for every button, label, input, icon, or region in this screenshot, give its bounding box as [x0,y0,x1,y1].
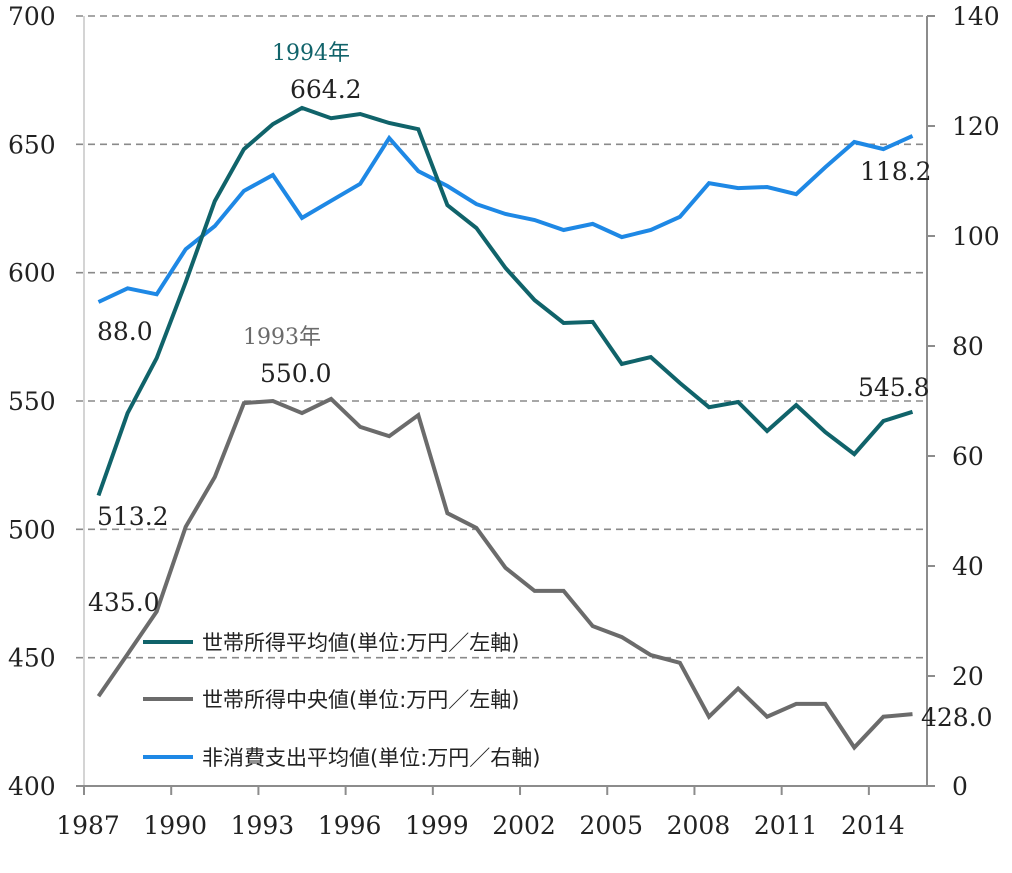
left-tick-label: 650 [8,130,56,159]
legend-label: 世帯所得平均値(単位:万円／左軸) [202,631,519,655]
x-tick-label: 2008 [667,811,731,840]
left-tick-label: 700 [8,2,56,31]
x-tick-label: 1987 [56,811,120,840]
x-tick-label: 1999 [405,811,469,840]
series-line-2 [97,134,914,304]
legend-label: 世帯所得中央値(単位:万円／左軸) [202,688,519,712]
x-axis-tick-labels: 1987 1990 1993 1996 1999 2002 2005 2008 2011 2014 [56,811,904,840]
annotation-label: 88.0 [97,317,153,346]
gridlines [76,15,927,659]
series-lines [96,105,914,751]
annotation-label: 664.2 [290,75,362,104]
x-tick-label: 2005 [579,811,643,840]
right-tick-label: 140 [952,2,1000,31]
right-tick-label: 120 [952,112,1000,141]
left-tick-label: 600 [8,259,56,288]
left-tick-label: 550 [8,387,56,416]
right-tick-label: 0 [952,772,968,801]
right-tick-label: 60 [952,442,984,471]
right-tick-label: 20 [952,662,984,691]
annotation-label: 1994年 [272,41,350,66]
left-tick-label: 400 [8,772,56,801]
annotation-label: 435.0 [88,588,160,617]
left-tick-label: 500 [8,515,56,544]
right-axis-tick-labels: 0 20 40 60 80 100 120 140 [952,2,1000,801]
x-tick-label: 1993 [231,811,295,840]
right-tick-label: 80 [952,332,984,361]
series-line-0 [96,105,914,497]
annotation-label: 428.0 [921,703,993,732]
legend-label: 非消費支出平均値(単位:万円／右軸) [202,746,540,770]
x-tick-label: 2014 [841,811,905,840]
right-tick-label: 40 [952,552,984,581]
x-tick-label: 1996 [318,811,382,840]
annotation-label: 545.8 [858,373,930,402]
data-annotations: 1994年 664.2 513.2 545.8 1993年 550.0 435.0 428.0… [88,41,993,732]
annotation-label: 1993年 [243,325,321,350]
annotation-label: 550.0 [260,359,332,388]
x-tick-label: 2011 [754,811,818,840]
annotation-label: 118.2 [860,157,932,186]
x-tick-label: 1990 [143,811,207,840]
axes [76,15,935,795]
x-tick-label: 2002 [492,811,556,840]
left-tick-label: 450 [8,644,56,673]
left-axis-tick-labels: 400 450 500 550 600 650 700 [8,2,56,801]
legend: 世帯所得平均値(単位:万円／左軸) 世帯所得中央値(単位:万円／左軸) 非消費支出平… [143,631,540,770]
right-tick-label: 100 [952,222,1000,251]
annotation-label: 513.2 [97,502,169,531]
